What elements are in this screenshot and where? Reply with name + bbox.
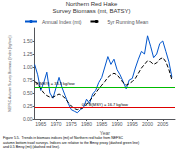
svg-text:1.25: 1.25 — [23, 51, 33, 57]
svg-text:autumn bottom trawl surveys. I: autumn bottom trawl surveys. Indices are… — [3, 140, 140, 145]
svg-text:1980: 1980 — [81, 121, 92, 127]
svg-text:Figure 5.5. Trends in biomass: Figure 5.5. Trends in biomass indices (m… — [3, 136, 123, 141]
svg-text:1.50: 1.50 — [23, 38, 33, 44]
svg-text:1990: 1990 — [111, 121, 122, 127]
svg-text:Year: Year — [100, 130, 110, 136]
svg-text:1.00: 1.00 — [23, 64, 33, 70]
svg-text:Survey Biomass (mt, BATSY): Survey Biomass (mt, BATSY) — [52, 8, 130, 14]
svg-text:Annual Index (mt): Annual Index (mt) — [42, 19, 82, 25]
svg-text:1965: 1965 — [35, 121, 46, 127]
svg-text:1985: 1985 — [96, 121, 107, 127]
svg-text:B(MSY) = 33.3 kg/tow: B(MSY) = 33.3 kg/tow — [36, 81, 75, 86]
svg-text:1995: 1995 — [127, 121, 138, 127]
svg-text:and 0.5 Bmsy (mt) (dashed red: and 0.5 Bmsy (mt) (dashed red line). — [3, 145, 60, 149]
svg-text:0.50: 0.50 — [23, 90, 33, 96]
svg-text:2000: 2000 — [142, 121, 153, 127]
svg-text:NEFSC Autumn Survey Biomass (I: NEFSC Autumn Survey Biomass (Index (kg/t… — [8, 35, 12, 111]
svg-text:0.5*B(MSY) = 16.7 kg/tow: 0.5*B(MSY) = 16.7 kg/tow — [82, 102, 128, 107]
svg-text:0.00: 0.00 — [23, 116, 33, 122]
svg-text:1975: 1975 — [66, 121, 77, 127]
svg-text:1970: 1970 — [50, 121, 61, 127]
svg-text:0.75: 0.75 — [23, 77, 33, 83]
svg-text:5yr Running Mean: 5yr Running Mean — [107, 19, 148, 25]
svg-text:0.25: 0.25 — [23, 103, 33, 109]
svg-text:Northern Red Hake: Northern Red Hake — [66, 1, 118, 7]
svg-text:2005: 2005 — [157, 121, 168, 127]
